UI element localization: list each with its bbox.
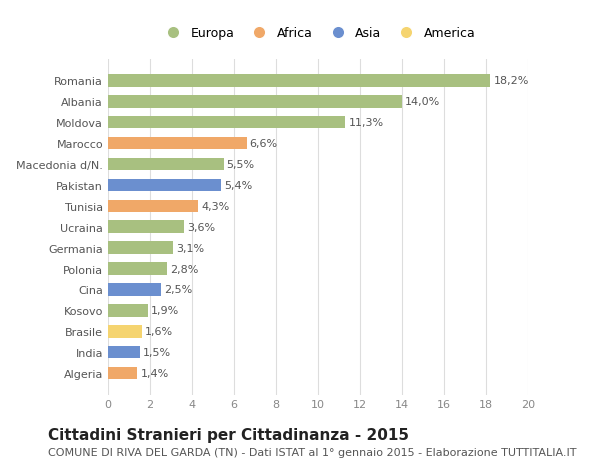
Bar [108, 325, 142, 338]
Bar [108, 158, 223, 171]
Text: Cittadini Stranieri per Cittadinanza - 2015: Cittadini Stranieri per Cittadinanza - 2… [48, 427, 409, 442]
Bar [108, 304, 148, 317]
Bar [108, 284, 161, 296]
Bar [108, 75, 490, 87]
Bar [108, 242, 173, 254]
Text: 11,3%: 11,3% [349, 118, 383, 128]
Bar [108, 200, 198, 213]
Text: 5,5%: 5,5% [227, 160, 255, 170]
Legend: Europa, Africa, Asia, America: Europa, Africa, Asia, America [155, 22, 481, 45]
Text: 2,8%: 2,8% [170, 264, 199, 274]
Text: 14,0%: 14,0% [405, 97, 440, 107]
Text: 1,5%: 1,5% [143, 347, 171, 358]
Bar [108, 117, 346, 129]
Text: 1,4%: 1,4% [140, 368, 169, 378]
Text: 1,6%: 1,6% [145, 326, 173, 336]
Text: 18,2%: 18,2% [493, 76, 529, 86]
Bar [108, 221, 184, 234]
Text: 5,4%: 5,4% [224, 180, 253, 190]
Bar [108, 96, 402, 108]
Text: 1,9%: 1,9% [151, 306, 179, 316]
Bar [108, 263, 167, 275]
Text: 4,3%: 4,3% [202, 202, 230, 211]
Text: 6,6%: 6,6% [250, 139, 278, 149]
Text: 3,1%: 3,1% [176, 243, 205, 253]
Bar [108, 179, 221, 192]
Text: 3,6%: 3,6% [187, 222, 215, 232]
Bar [108, 138, 247, 150]
Text: 2,5%: 2,5% [164, 285, 192, 295]
Bar [108, 346, 139, 358]
Bar [108, 367, 137, 380]
Text: COMUNE DI RIVA DEL GARDA (TN) - Dati ISTAT al 1° gennaio 2015 - Elaborazione TUT: COMUNE DI RIVA DEL GARDA (TN) - Dati IST… [48, 448, 577, 458]
